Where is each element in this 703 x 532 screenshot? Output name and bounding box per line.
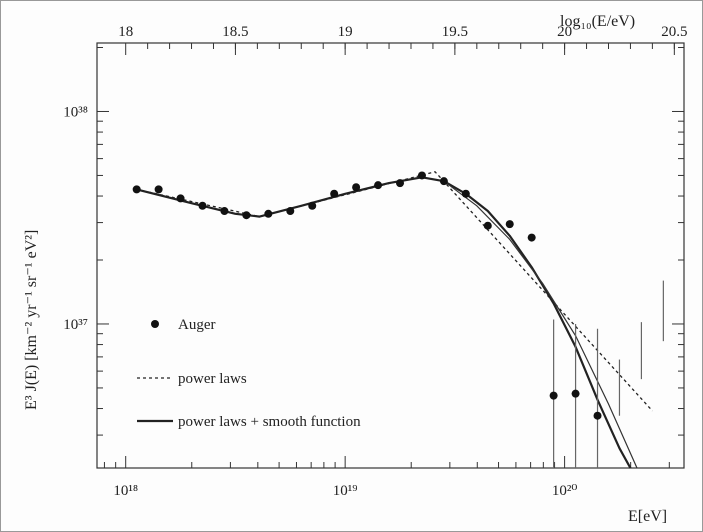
legend-label-power-laws: power laws — [178, 371, 247, 387]
x-tick-label: 10¹⁸ — [113, 483, 138, 499]
top-tick-label: 18 — [118, 24, 133, 40]
legend: Auger power laws power laws + smooth fun… — [137, 317, 361, 430]
auger-point — [417, 171, 426, 180]
auger-point — [132, 185, 141, 194]
auger-point — [352, 183, 361, 192]
legend-marker-auger — [151, 320, 159, 328]
y-axis-label: E³ J(E) [km⁻² yr⁻¹ sr⁻¹ eV²] — [23, 230, 40, 410]
legend-label-smooth-function: power laws + smooth function — [178, 414, 361, 430]
x-axis-label: E[eV] — [628, 508, 667, 525]
plot-area — [96, 42, 685, 469]
secondary-model-line — [443, 180, 638, 469]
top-tick-label: 19 — [338, 24, 353, 40]
auger-point — [220, 207, 229, 216]
legend-label-auger: Auger — [178, 317, 216, 333]
top-tick-label: 20.5 — [661, 24, 687, 40]
auger-point — [571, 389, 580, 398]
top-tick-label: 19.5 — [442, 24, 468, 40]
auger-point — [374, 181, 383, 190]
auger-point — [483, 221, 492, 230]
auger-point — [264, 209, 273, 218]
smooth-function-line — [136, 176, 632, 469]
auger-point — [154, 185, 163, 194]
auger-point — [330, 189, 339, 198]
auger-point — [549, 391, 558, 400]
auger-point — [286, 207, 295, 216]
auger-point — [198, 201, 207, 210]
auger-point — [242, 211, 251, 220]
auger-point — [308, 201, 317, 210]
auger-point — [593, 411, 602, 420]
auger-point — [461, 189, 470, 198]
auger-point — [396, 179, 405, 188]
auger-point — [505, 220, 514, 229]
x-tick-label: 10²⁰ — [552, 483, 578, 499]
top-axis-label: log₁₀(E/eV) — [560, 13, 635, 30]
data-points — [132, 171, 664, 468]
curves — [136, 171, 653, 469]
y-tick-label: 10³⁸ — [63, 104, 88, 120]
auger-point — [176, 194, 185, 203]
y-tick-label: 10³⁷ — [63, 317, 88, 333]
x-tick-label: 10¹⁹ — [333, 483, 358, 499]
auger-point — [439, 177, 448, 186]
top-tick-label: 18.5 — [222, 24, 248, 40]
top-tick-label: 20 — [557, 24, 572, 40]
ticks: 10¹⁸ 10¹⁹ 10²⁰ 10³⁷ 10³⁸ 18 18.5 19 19.5 20 20.5 — [63, 24, 687, 499]
auger-point — [527, 233, 536, 242]
